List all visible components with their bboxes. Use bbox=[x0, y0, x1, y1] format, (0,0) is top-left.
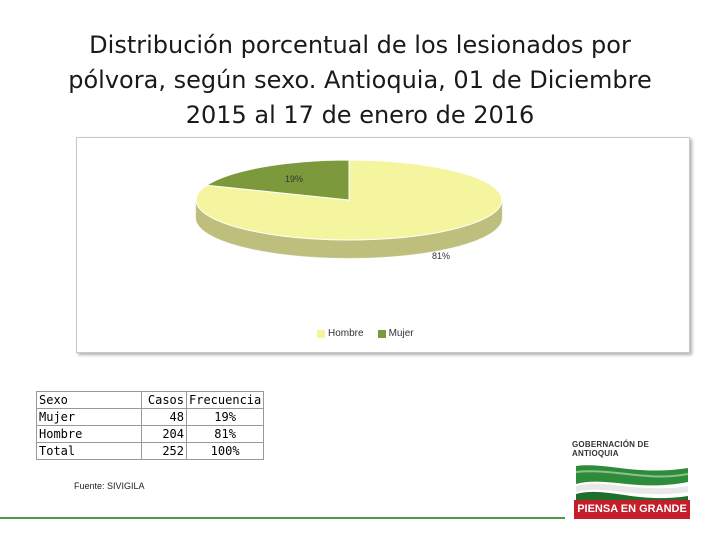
table-header-cell: Sexo bbox=[36, 391, 142, 409]
table-cell: 252 bbox=[141, 442, 187, 460]
legend-swatch-hombre bbox=[317, 329, 325, 338]
table-cell: 19% bbox=[185, 408, 265, 426]
logo-top-text: GOBERNACIÓN DE ANTIOQUIA bbox=[572, 440, 650, 458]
pie-chart: 81% 19% bbox=[195, 159, 503, 261]
bottom-divider bbox=[0, 517, 565, 519]
source-note: Fuente: SIVIGILA bbox=[74, 481, 145, 491]
table-cell: Hombre bbox=[36, 425, 142, 443]
table-header-cell: Casos bbox=[141, 391, 187, 409]
legend-label-mujer: Mujer bbox=[388, 328, 414, 339]
chart-frame: 81% 19% Hombre Mujer bbox=[76, 137, 690, 353]
table-cell: 204 bbox=[141, 425, 187, 443]
table-row: Hombre 204 81% bbox=[36, 425, 265, 443]
table-cell: Mujer bbox=[36, 408, 142, 426]
legend-swatch-mujer bbox=[377, 329, 386, 338]
data-label-mujer: 19% bbox=[285, 174, 303, 184]
slide-title: Distribución porcentual de los lesionado… bbox=[68, 31, 652, 129]
table-header-row: Sexo Casos Frecuencia bbox=[36, 391, 265, 409]
logo-slogan: PIENSA EN GRANDE bbox=[574, 500, 690, 519]
table-cell: 48 bbox=[141, 408, 187, 426]
table-cell: 81% bbox=[185, 425, 265, 443]
table-cell: Total bbox=[36, 442, 142, 460]
legend-label-hombre: Hombre bbox=[328, 328, 364, 339]
table-row: Total 252 100% bbox=[36, 442, 265, 460]
table-row: Mujer 48 19% bbox=[36, 408, 265, 426]
cases-table: Sexo Casos Frecuencia Mujer 48 19% Hombr… bbox=[36, 391, 265, 460]
table-cell: 100% bbox=[185, 442, 265, 460]
chart-legend: Hombre Mujer bbox=[317, 328, 414, 339]
gobernacion-logo: GOBERNACIÓN DE ANTIOQUIA PIENSA EN GRAND… bbox=[572, 440, 692, 520]
pie-slice-mujer bbox=[205, 159, 350, 201]
legend-item-hombre: Hombre bbox=[317, 328, 364, 339]
legend-item-mujer: Mujer bbox=[377, 328, 414, 339]
data-label-hombre: 81% bbox=[432, 251, 450, 261]
table-header-cell: Frecuencia bbox=[185, 391, 265, 409]
